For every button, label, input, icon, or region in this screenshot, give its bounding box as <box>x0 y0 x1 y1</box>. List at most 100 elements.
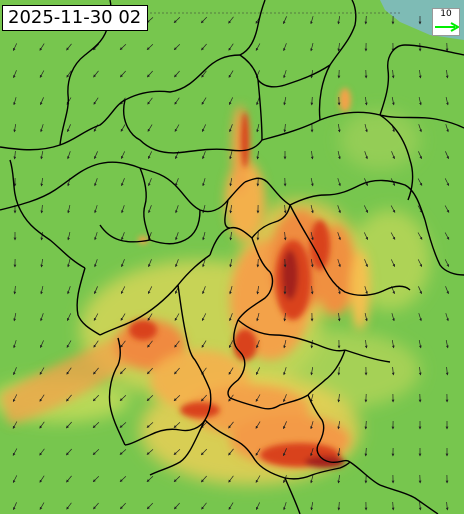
wind-arrow-icon <box>40 177 44 187</box>
wind-arrow-icon <box>121 259 125 268</box>
wind-arrow-icon <box>283 448 287 457</box>
wind-arrow-icon <box>120 340 126 348</box>
wind-arrow-icon <box>364 420 368 430</box>
wind-arrow-icon <box>310 475 314 484</box>
wind-arrow-icon <box>337 151 341 160</box>
wind-arrow-icon <box>363 205 369 214</box>
wind-arrow-icon <box>174 340 180 348</box>
wind-arrow-icon <box>119 43 127 51</box>
wind-arrow-icon <box>175 259 179 268</box>
wind-arrow-icon <box>202 151 206 160</box>
wind-arrow-icon <box>174 313 180 321</box>
wind-arrow-icon <box>12 421 18 429</box>
wind-arrow-icon <box>255 43 261 51</box>
timestamp-label: 2025-11-30 02 <box>2 5 148 31</box>
wind-arrow-icon <box>67 205 71 214</box>
wind-arrow-icon <box>445 97 449 106</box>
wind-arrow-icon <box>40 340 44 349</box>
wind-arrow-icon <box>201 124 207 133</box>
wind-arrow-icon <box>310 339 314 349</box>
wind-arrow-icon <box>418 69 422 79</box>
wind-arrow-icon <box>228 367 234 375</box>
wind-arrow-icon <box>93 313 99 321</box>
wind-arrow-icon <box>310 205 314 214</box>
wind-arrow-icon <box>256 150 260 160</box>
wind-arrow-icon <box>201 97 207 105</box>
wind-arrow-icon <box>94 151 98 160</box>
wind-arrow-icon <box>66 502 72 510</box>
wind-arrow-icon <box>147 151 153 160</box>
wind-scale-arrow-icon <box>435 22 459 32</box>
wind-arrow-icon <box>121 178 125 187</box>
wind-arrow-icon <box>391 313 395 322</box>
wind-arrow-icon <box>364 151 368 160</box>
wind-arrow-icon <box>120 286 126 295</box>
wind-arrow-icon <box>119 476 127 483</box>
wind-arrow-icon <box>228 16 234 24</box>
wind-arrow-icon <box>13 70 17 79</box>
wind-arrow-icon <box>93 97 99 105</box>
wind-arrow-icon <box>13 313 17 322</box>
wind-arrow-icon <box>283 394 287 403</box>
wind-arrow-icon <box>256 177 260 187</box>
wind-arrow-icon <box>92 394 100 402</box>
wind-arrow-icon <box>13 502 17 511</box>
wind-arrow-icon <box>418 124 422 133</box>
wind-arrow-icon <box>391 97 395 106</box>
wind-arrow-icon <box>444 232 450 240</box>
wind-arrow-icon <box>39 502 45 510</box>
wind-arrow-icon <box>337 42 341 52</box>
wind-arrow-icon <box>94 259 98 268</box>
wind-arrow-icon <box>40 313 44 322</box>
wind-arrow-icon <box>39 421 45 429</box>
wind-arrow-icon <box>337 16 341 25</box>
wind-arrow-icon <box>418 366 422 376</box>
wind-arrow-icon <box>337 123 341 133</box>
wind-arrow-icon <box>283 340 287 349</box>
wind-arrow-icon <box>39 394 45 402</box>
wind-arrow-icon <box>364 286 368 295</box>
wind-arrow-icon <box>310 178 314 187</box>
wind-arrow-icon <box>229 151 233 160</box>
wind-arrow-icon <box>93 502 99 510</box>
wind-arrow-icon <box>174 367 180 375</box>
wind-arrow-icon <box>201 313 207 322</box>
wind-arrow-icon <box>310 421 314 430</box>
wind-arrow-icon <box>256 258 260 268</box>
wind-arrow-icon <box>337 393 341 403</box>
wind-arrow-icon <box>391 366 395 376</box>
wind-arrow-icon <box>418 151 422 160</box>
wind-arrow-icon <box>337 178 341 187</box>
wind-arrow-icon <box>40 258 44 268</box>
wind-arrow-icon <box>12 475 18 484</box>
wind-arrow-icon <box>146 395 154 402</box>
wind-arrow-icon <box>173 17 181 24</box>
wind-arrow-icon <box>310 394 314 403</box>
wind-arrow-icon <box>256 285 260 295</box>
wind-arrow-icon <box>147 286 153 295</box>
wind-arrow-icon <box>391 340 395 349</box>
wind-arrow-icon <box>119 367 126 375</box>
wind-arrow-icon <box>283 97 287 106</box>
wind-arrow-icon <box>228 421 234 429</box>
wind-arrow-icon <box>283 367 287 376</box>
wind-arrow-icon <box>92 449 100 456</box>
wind-arrow-icon <box>146 422 154 428</box>
wind-arrow-icon <box>146 367 153 375</box>
wind-arrow-icon <box>92 43 100 51</box>
wind-scale-value: 10 <box>440 9 452 19</box>
wind-arrow-icon <box>66 367 72 375</box>
wind-arrow-icon <box>364 15 368 25</box>
wind-arrow-icon <box>173 394 181 402</box>
wind-arrow-icon <box>147 97 153 105</box>
wind-arrow-icon <box>363 232 369 241</box>
wind-arrow-icon <box>228 502 234 510</box>
wind-arrow-icon <box>228 43 234 51</box>
wind-arrow-icon <box>146 44 154 51</box>
wind-arrow-icon <box>119 395 127 402</box>
wind-arrow-icon <box>364 313 368 322</box>
wind-arrow-icon <box>201 502 207 510</box>
wind-arrow-icon <box>364 259 368 268</box>
